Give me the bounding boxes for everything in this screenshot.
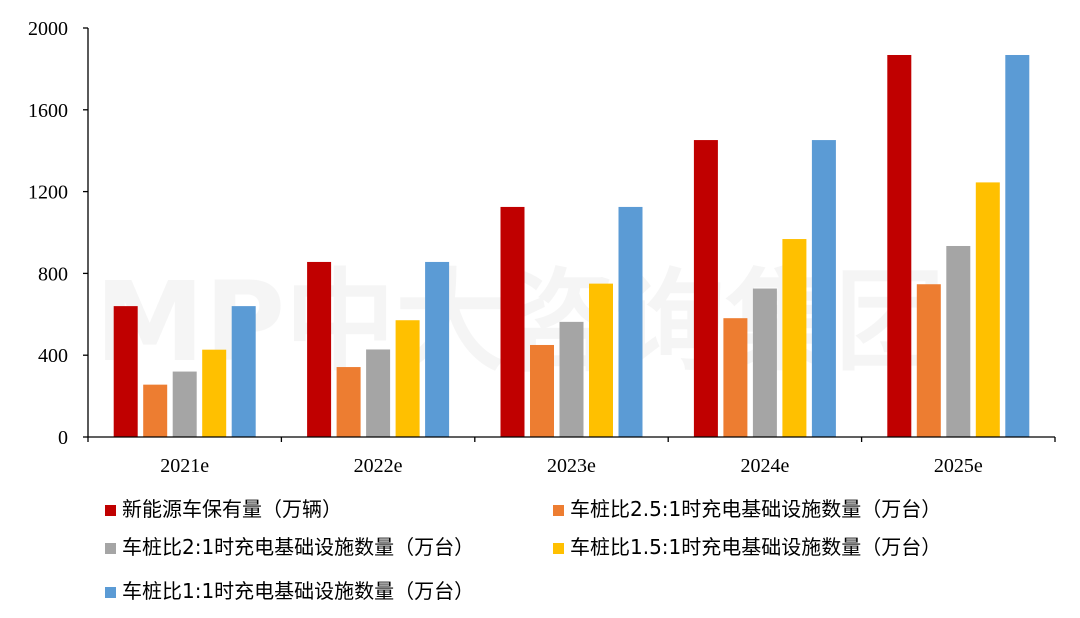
bar-2023e-series-0 xyxy=(500,206,525,437)
bar-2025e-series-1 xyxy=(916,284,941,437)
bar-2025e-series-0 xyxy=(887,54,912,438)
legend-item: 车桩比2.5:1时充电基础设施数量（万台） xyxy=(553,497,941,521)
bar-2023e-series-4 xyxy=(618,206,643,437)
x-tick-label: 2025e xyxy=(934,455,983,477)
bar-2025e-series-4 xyxy=(1005,54,1030,438)
bar-2024e-series-1 xyxy=(723,318,748,437)
legend-item: 车桩比2:1时充电基础设施数量（万台） xyxy=(105,535,474,559)
legend-label: 车桩比1:1时充电基础设施数量（万台） xyxy=(122,579,474,603)
legend-label: 新能源车保有量（万辆） xyxy=(122,497,342,521)
x-tick-label: 2021e xyxy=(160,455,209,477)
bar-2024e-series-0 xyxy=(693,140,718,438)
bar-2022e-series-1 xyxy=(336,367,361,437)
y-tick-label: 1600 xyxy=(28,100,68,122)
bar-2022e-series-2 xyxy=(366,349,391,437)
legend-swatch xyxy=(105,587,116,598)
bar-2025e-series-2 xyxy=(946,245,971,437)
legend-item: 新能源车保有量（万辆） xyxy=(105,497,342,521)
bar-2023e-series-3 xyxy=(589,283,613,437)
legend-swatch xyxy=(105,543,116,554)
bar-2022e-series-3 xyxy=(395,320,420,437)
x-tick-label: 2022e xyxy=(354,455,403,477)
y-tick-label: 800 xyxy=(38,263,68,285)
legend-label: 车桩比1.5:1时充电基础设施数量（万台） xyxy=(570,535,941,559)
y-tick-label: 0 xyxy=(58,427,68,449)
legend-item: 车桩比1:1时充电基础设施数量（万台） xyxy=(105,579,474,603)
legend-item: 车桩比1.5:1时充电基础设施数量（万台） xyxy=(553,535,941,559)
bar-2024e-series-4 xyxy=(811,140,836,438)
y-tick-label: 400 xyxy=(38,345,68,367)
legend-label: 车桩比2.5:1时充电基础设施数量（万台） xyxy=(570,497,941,521)
bar-2021e-series-3 xyxy=(202,349,227,437)
legend-swatch xyxy=(105,505,116,516)
y-tick-label: 2000 xyxy=(28,18,68,40)
bar-2025e-series-3 xyxy=(975,182,1000,437)
bar-2021e-series-1 xyxy=(143,384,168,437)
bar-2024e-series-2 xyxy=(752,288,777,437)
x-tick-label: 2024e xyxy=(740,455,789,477)
bar-2023e-series-2 xyxy=(559,321,584,437)
bar-2021e-series-4 xyxy=(231,306,256,437)
legend-label: 车桩比2:1时充电基础设施数量（万台） xyxy=(122,535,474,559)
bar-2021e-series-0 xyxy=(113,306,138,437)
y-tick-label: 1200 xyxy=(28,182,68,204)
bar-2024e-series-3 xyxy=(782,239,807,437)
bar-2022e-series-0 xyxy=(307,261,332,437)
bar-2021e-series-2 xyxy=(172,371,197,437)
x-tick-label: 2023e xyxy=(547,455,596,477)
bar-2023e-series-1 xyxy=(530,344,554,437)
bar-2022e-series-4 xyxy=(425,261,450,437)
legend-swatch xyxy=(553,543,564,554)
legend-swatch xyxy=(553,505,564,516)
